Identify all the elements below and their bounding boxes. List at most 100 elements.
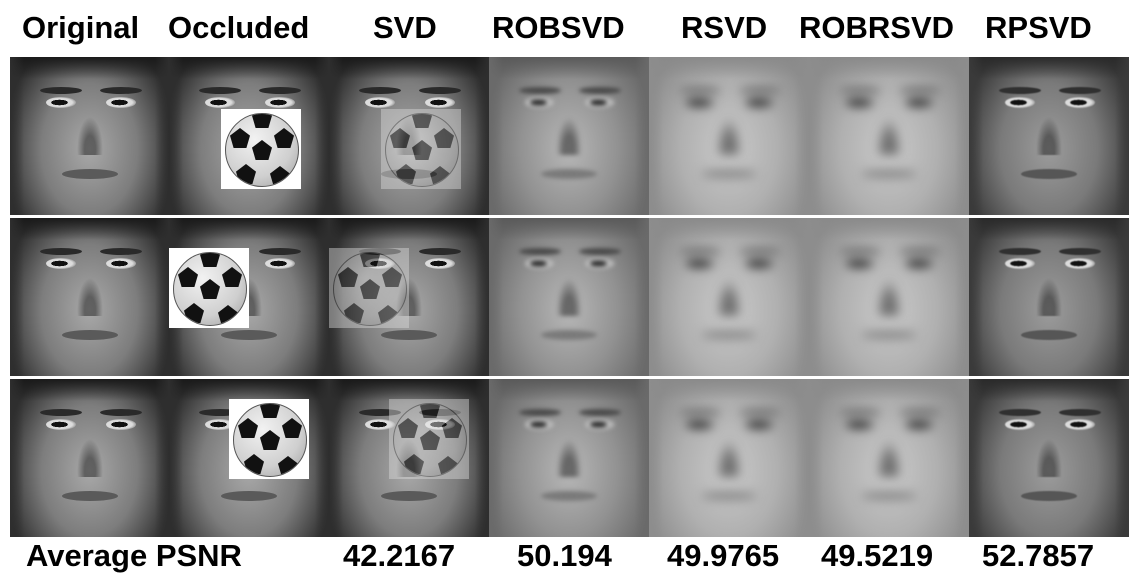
right-eyebrow bbox=[579, 409, 621, 416]
face-edge-left bbox=[809, 218, 823, 376]
ball-patch bbox=[396, 164, 416, 184]
left-eye bbox=[1005, 97, 1035, 108]
soccer-ball-icon bbox=[173, 252, 247, 326]
occlusion-occluded bbox=[169, 248, 249, 328]
nose bbox=[556, 117, 582, 155]
nose bbox=[716, 278, 742, 316]
face-edge-right bbox=[635, 218, 649, 376]
face-edge-left bbox=[649, 379, 663, 537]
mouth bbox=[701, 169, 757, 179]
right-eye bbox=[905, 258, 935, 269]
right-eye bbox=[585, 258, 615, 269]
hair bbox=[489, 379, 649, 401]
face-image-robsvd-row-3 bbox=[489, 379, 649, 537]
ball-patch bbox=[398, 418, 418, 438]
right-eyebrow bbox=[739, 87, 781, 94]
left-eyebrow bbox=[40, 87, 82, 94]
face-edge-left bbox=[489, 218, 503, 376]
nose bbox=[1036, 117, 1062, 155]
nose bbox=[716, 117, 742, 155]
hair bbox=[10, 218, 169, 240]
face-edge-left bbox=[10, 218, 24, 376]
ball-patch bbox=[404, 454, 424, 474]
nose bbox=[876, 278, 902, 316]
mouth bbox=[62, 330, 118, 340]
ball-patch bbox=[442, 418, 462, 438]
mouth bbox=[541, 169, 597, 179]
column-title-original: Original bbox=[22, 10, 139, 46]
left-eye bbox=[845, 419, 875, 430]
face-edge-left bbox=[169, 57, 183, 215]
hair bbox=[969, 379, 1129, 401]
hair bbox=[649, 57, 809, 79]
hair bbox=[969, 218, 1129, 240]
face-image-robrsvd-row-2 bbox=[809, 218, 969, 376]
left-eyebrow bbox=[679, 87, 721, 94]
mouth bbox=[861, 330, 917, 340]
hair bbox=[649, 218, 809, 240]
face-edge-right bbox=[1115, 379, 1129, 537]
hair bbox=[10, 57, 169, 79]
nose bbox=[556, 278, 582, 316]
mouth bbox=[861, 491, 917, 501]
face-image-rpsvd-row-2 bbox=[969, 218, 1129, 376]
right-eye bbox=[106, 97, 136, 108]
mouth bbox=[381, 491, 437, 501]
right-eyebrow bbox=[1059, 248, 1101, 255]
face-edge-right bbox=[635, 379, 649, 537]
ball-patch bbox=[200, 252, 220, 267]
right-eyebrow bbox=[100, 409, 142, 416]
face-image-robsvd-row-1 bbox=[489, 57, 649, 215]
hair bbox=[969, 57, 1129, 79]
psnr-rsvd: 49.9765 bbox=[667, 538, 779, 574]
left-eyebrow bbox=[839, 248, 881, 255]
face-edge-right bbox=[955, 379, 969, 537]
psnr-robsvd: 50.194 bbox=[517, 538, 612, 574]
nose bbox=[556, 439, 582, 477]
left-eyebrow bbox=[999, 409, 1041, 416]
face-image-original-row-3 bbox=[10, 379, 169, 537]
face-image-robrsvd-row-1 bbox=[809, 57, 969, 215]
psnr-svd: 42.2167 bbox=[343, 538, 455, 574]
hair bbox=[809, 218, 969, 240]
ball-patch bbox=[382, 267, 402, 287]
ball-patch bbox=[434, 128, 454, 148]
ball-patch bbox=[338, 267, 358, 287]
face-edge-left bbox=[969, 57, 983, 215]
face-edge-right bbox=[795, 57, 809, 215]
mouth bbox=[221, 491, 277, 501]
right-eye bbox=[745, 97, 775, 108]
face-image-original-row-2 bbox=[10, 218, 169, 376]
face-image-robsvd-row-2 bbox=[489, 218, 649, 376]
hair bbox=[329, 218, 489, 240]
face-edge-right bbox=[955, 218, 969, 376]
face-image-occluded-row-3 bbox=[169, 379, 329, 537]
face-edge-left bbox=[809, 379, 823, 537]
face-edge-right bbox=[795, 218, 809, 376]
occlusion-svd bbox=[389, 399, 469, 479]
mouth bbox=[541, 330, 597, 340]
face-edge-left bbox=[489, 57, 503, 215]
face-image-rpsvd-row-3 bbox=[969, 379, 1129, 537]
occlusion-occluded bbox=[221, 109, 301, 189]
right-eye bbox=[745, 419, 775, 430]
hair bbox=[329, 57, 489, 79]
right-eye bbox=[585, 97, 615, 108]
ball-patch bbox=[230, 128, 250, 148]
right-eyebrow bbox=[739, 248, 781, 255]
mouth bbox=[701, 491, 757, 501]
left-eye bbox=[525, 419, 555, 430]
right-eyebrow bbox=[100, 87, 142, 94]
left-eye bbox=[525, 97, 555, 108]
column-header-row: Original Occluded SVD ROBSVD RSVD ROBRSV… bbox=[0, 0, 1148, 56]
left-eyebrow bbox=[999, 248, 1041, 255]
right-eyebrow bbox=[259, 87, 301, 94]
soccer-ball-icon bbox=[385, 113, 459, 187]
mouth bbox=[1021, 491, 1077, 501]
nose bbox=[876, 439, 902, 477]
face-edge-left bbox=[969, 379, 983, 537]
left-eye bbox=[1005, 419, 1035, 430]
left-eye bbox=[685, 97, 715, 108]
ball-patch bbox=[238, 418, 258, 438]
column-title-robrsvd: ROBRSVD bbox=[799, 10, 954, 46]
